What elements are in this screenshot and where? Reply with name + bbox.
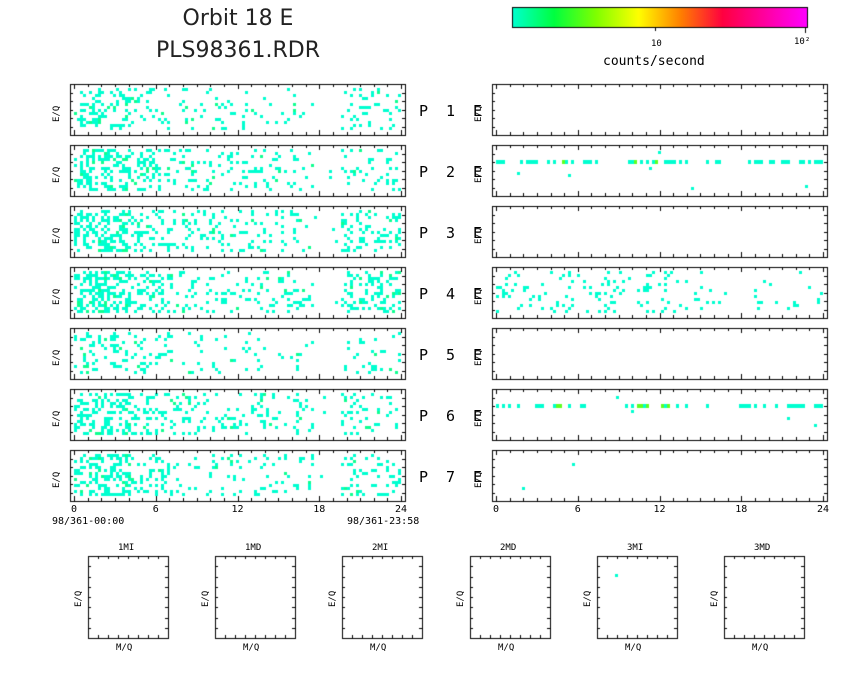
- y-axis-label: E/Q: [52, 166, 62, 183]
- y-axis-label: E/Q: [52, 349, 62, 366]
- x-tick-label: 0: [71, 504, 78, 515]
- x-tick-label: 12: [231, 504, 244, 515]
- mass-y-axis-label: E/Q: [456, 590, 466, 607]
- row-label-e: E: [473, 468, 483, 486]
- mass-y-axis-label: E/Q: [328, 590, 338, 607]
- mass-panel-title: 3MD: [754, 543, 771, 553]
- y-axis-label: E/Q: [52, 227, 62, 244]
- mass-panel-title: 3MI: [627, 543, 644, 553]
- x-tick-label: 0: [493, 504, 500, 515]
- colorbar-tick-100: 10²: [794, 37, 811, 47]
- row-label-number: 4: [446, 285, 456, 303]
- x-tick-label: 24: [395, 504, 408, 515]
- mass-panel-title: 2MD: [500, 543, 517, 553]
- mass-y-axis-label: E/Q: [583, 590, 593, 607]
- mass-x-axis-label: M/Q: [116, 643, 133, 653]
- row-label-p: P: [419, 346, 429, 364]
- x-tick-label: 6: [574, 504, 581, 515]
- row-label-number: 3: [446, 224, 456, 242]
- colorbar-tick-10: 10: [651, 39, 662, 49]
- row-label-p: P: [419, 285, 429, 303]
- row-label-p: P: [419, 468, 429, 486]
- mass-panel-title: 1MD: [245, 543, 262, 553]
- mass-y-axis-label: E/Q: [710, 590, 720, 607]
- row-label-e: E: [473, 346, 483, 364]
- mass-y-axis-label: E/Q: [201, 590, 211, 607]
- x-tick-label: 6: [152, 504, 159, 515]
- x-tick-label: 24: [817, 504, 830, 515]
- x-tick-label: 18: [735, 504, 748, 515]
- page-subtitle: PLS98361.RDR: [156, 38, 320, 63]
- row-label-number: 1: [446, 102, 456, 120]
- row-label-e: E: [473, 224, 483, 242]
- mass-x-axis-label: M/Q: [752, 643, 769, 653]
- row-label-p: P: [419, 163, 429, 181]
- mass-x-axis-label: M/Q: [498, 643, 515, 653]
- y-axis-label: E/Q: [52, 288, 62, 305]
- row-label-p: P: [419, 407, 429, 425]
- y-axis-label: E/Q: [52, 410, 62, 427]
- row-label-number: 7: [446, 468, 456, 486]
- mass-x-axis-label: M/Q: [243, 643, 260, 653]
- row-label-e: E: [473, 285, 483, 303]
- row-label-number: 2: [446, 163, 456, 181]
- mass-x-axis-label: M/Q: [370, 643, 387, 653]
- mass-y-axis-label: E/Q: [74, 590, 84, 607]
- x-tick-label: 18: [313, 504, 326, 515]
- row-label-p: P: [419, 102, 429, 120]
- x-end-label: 98/361-23:58: [347, 516, 420, 527]
- row-label-e: E: [473, 407, 483, 425]
- row-label-number: 6: [446, 407, 456, 425]
- y-axis-label: E/Q: [52, 471, 62, 488]
- y-axis-label: E/Q: [52, 105, 62, 122]
- mass-x-axis-label: M/Q: [625, 643, 642, 653]
- mass-panel-title: 1MI: [118, 543, 135, 553]
- row-label-e: E: [473, 102, 483, 120]
- row-label-p: P: [419, 224, 429, 242]
- page-title: Orbit 18 E: [182, 6, 294, 31]
- x-tick-label: 12: [653, 504, 666, 515]
- colorbar-label: counts/second: [603, 54, 705, 69]
- row-label-number: 5: [446, 346, 456, 364]
- row-label-e: E: [473, 163, 483, 181]
- x-start-label: 98/361-00:00: [52, 516, 125, 527]
- mass-panel-title: 2MI: [372, 543, 389, 553]
